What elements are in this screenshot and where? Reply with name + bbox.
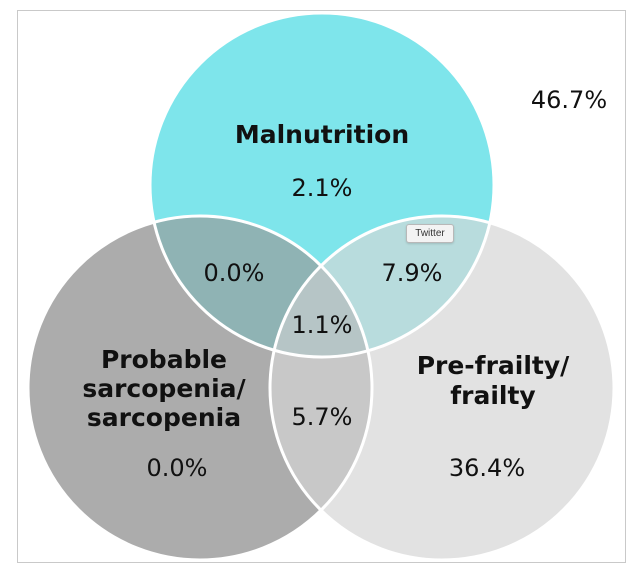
all-three-value: 1.1%	[292, 311, 353, 339]
malnutrition-sarcopenia-overlap	[150, 216, 372, 357]
sarcopenia-frailty-value: 5.7%	[292, 403, 353, 431]
malnutrition-only-value: 2.1%	[292, 174, 353, 202]
sarcopenia-only-value: 0.0%	[147, 454, 208, 482]
frailty-only-value: 36.4%	[449, 454, 525, 482]
malnutrition-sarcopenia-value: 0.0%	[204, 259, 265, 287]
frailty-outline	[268, 214, 616, 562]
sarcopenia-outline	[26, 214, 374, 562]
frailty-label-line-2: frailty	[450, 381, 535, 410]
twitter-tooltip[interactable]: Twitter	[406, 224, 454, 243]
sarcopenia-label-line-3: sarcopenia	[87, 403, 241, 432]
sarcopenia-label-line-2: sarcopenia/	[82, 374, 246, 403]
frailty-label-line-1: Pre-frailty/	[417, 351, 570, 380]
malnutrition-label: Malnutrition	[235, 120, 409, 149]
malnutrition-frailty-value: 7.9%	[382, 259, 443, 287]
malnutrition-frailty-overlap	[270, 216, 494, 357]
sarcopenia-label-line-1: Probable	[101, 345, 227, 374]
malnutrition-outline	[148, 11, 496, 359]
outside-value: 46.7%	[531, 86, 607, 114]
